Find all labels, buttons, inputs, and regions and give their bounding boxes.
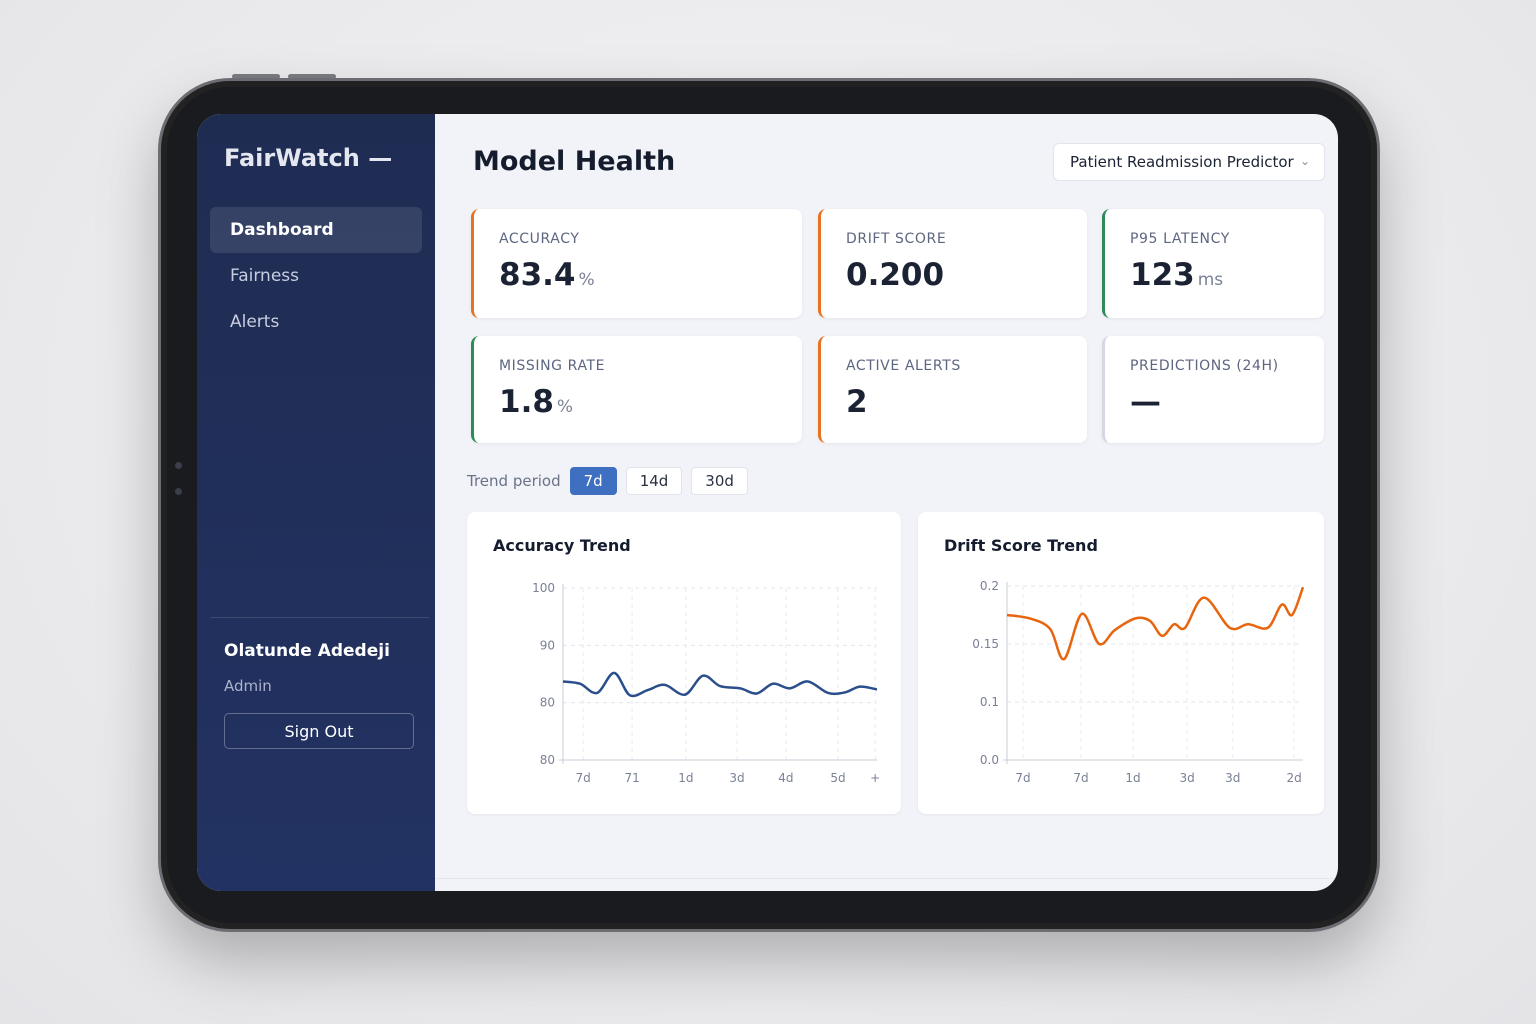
metric-value: 123 ms <box>1130 257 1223 293</box>
metric-value: 83.4% <box>499 257 595 293</box>
chevron-down-icon: ⌄ <box>1299 154 1310 168</box>
x-tick-label: 3d <box>1225 771 1240 785</box>
model-select[interactable]: Patient Readmission Predictor ⌄ <box>1053 143 1325 181</box>
trend-period-label: Trend period <box>467 472 561 490</box>
p95-latency-card: P95 LATENCY 123 ms <box>1102 209 1324 318</box>
x-tick-label: 1d <box>678 771 693 785</box>
metric-number: — <box>1130 384 1161 420</box>
metric-label: DRIFT SCORE <box>846 231 947 247</box>
x-tick-label: 7d <box>1073 771 1088 785</box>
volume-button <box>232 74 280 79</box>
metric-value: 0.200 <box>846 257 947 293</box>
metric-number: 2 <box>846 384 868 420</box>
y-tick-label: 0.2 <box>980 579 999 593</box>
metric-value: — <box>1130 384 1164 420</box>
sidebar: FairWatch — Dashboard Fairness Alerts Ol… <box>197 114 435 891</box>
volume-button <box>288 74 336 79</box>
accuracy-card: ACCURACY 83.4% <box>471 209 802 318</box>
y-tick-label: 90 <box>540 638 555 652</box>
divider <box>210 617 429 618</box>
drift-trend-svg: 0.2 0.15 0.1 0.0 7d 7d 1d 3d 3d 2d <box>972 579 1305 785</box>
model-select-value: Patient Readmission Predictor <box>1070 153 1294 171</box>
metric-number: 83.4 <box>499 257 576 293</box>
trend-14d-button[interactable]: 14d <box>625 467 683 495</box>
camera-dot <box>175 462 182 469</box>
metric-label: PREDICTIONS (24H) <box>1130 358 1279 374</box>
metric-label: ACTIVE ALERTS <box>846 358 961 374</box>
sidebar-item-fairness[interactable]: Fairness <box>230 266 299 286</box>
metric-number: 1.8 <box>499 384 554 420</box>
metric-label: ACCURACY <box>499 231 580 247</box>
sensor-dot <box>175 488 182 495</box>
sign-out-button[interactable]: Sign Out <box>224 713 414 749</box>
trend-7d-button[interactable]: 7d <box>569 467 617 495</box>
drift-score-card: DRIFT SCORE 0.200 <box>818 209 1087 318</box>
accuracy-trend-svg: 100 90 80 80 7d 71 1d 3d 4d 5d + <box>532 581 880 785</box>
drift-trend-chart: Drift Score Trend 0.2 0.15 0.1 0.0 7d 7d 1d 3d 3… <box>918 512 1324 814</box>
chart-title: Accuracy Trend <box>493 536 631 555</box>
y-tick-label: 80 <box>540 696 555 710</box>
missing-rate-card: MISSING RATE 1.8% <box>471 336 802 443</box>
metric-unit: ms <box>1197 270 1224 290</box>
y-tick-label: 0.15 <box>972 637 999 651</box>
chart-title: Drift Score Trend <box>944 536 1098 555</box>
metric-unit: % <box>556 397 574 417</box>
sidebar-item-alerts[interactable]: Alerts <box>230 312 280 332</box>
metric-value: 1.8% <box>499 384 573 420</box>
metric-unit: % <box>578 270 595 290</box>
accuracy-trend-chart: Accuracy Trend 100 90 80 80 7d 71 1d 3d 4d 5d + <box>467 512 901 814</box>
sidebar-nav: Dashboard Fairness Alerts <box>210 207 422 345</box>
x-tick-label: 7d <box>1015 771 1030 785</box>
metric-label: P95 LATENCY <box>1130 231 1230 247</box>
y-tick-label: 100 <box>532 581 555 595</box>
series-line <box>1006 586 1305 661</box>
metric-value: 2 <box>846 384 871 420</box>
user-role: Admin <box>224 677 272 695</box>
active-alerts-card: ACTIVE ALERTS 2 <box>818 336 1087 443</box>
screen: FairWatch — Dashboard Fairness Alerts Ol… <box>197 114 1338 891</box>
page-title: Model Health <box>473 146 676 177</box>
y-tick-label: 0.1 <box>980 695 999 709</box>
metric-number: 0.200 <box>846 257 945 293</box>
x-tick-label: 3d <box>1180 771 1195 785</box>
sidebar-item-dashboard[interactable]: Dashboard <box>210 207 422 253</box>
x-tick-label: 5d <box>830 771 845 785</box>
x-tick-label: 3d <box>729 771 744 785</box>
metric-number: 123 <box>1130 257 1195 293</box>
series-line <box>562 671 878 698</box>
x-tick-label: 7d <box>576 771 591 785</box>
trend-period: Trend period 7d 14d 30d <box>467 467 748 495</box>
predictions-24h-card: PREDICTIONS (24H) — <box>1102 336 1324 443</box>
user-name: Olatunde Adedeji <box>224 641 390 661</box>
x-tick-label: 1d <box>1125 771 1140 785</box>
metric-label: MISSING RATE <box>499 358 606 374</box>
x-tick-label: 2d <box>1286 771 1301 785</box>
y-tick-label: 80 <box>540 753 555 767</box>
trend-30d-button[interactable]: 30d <box>691 467 748 495</box>
y-tick-label: 0.0 <box>980 753 999 767</box>
x-tick-label: 71 <box>624 771 639 785</box>
x-tick-label: + <box>870 771 880 785</box>
divider <box>435 878 1338 879</box>
brand-logo: FairWatch — <box>224 144 393 172</box>
x-tick-label: 4d <box>778 771 793 785</box>
